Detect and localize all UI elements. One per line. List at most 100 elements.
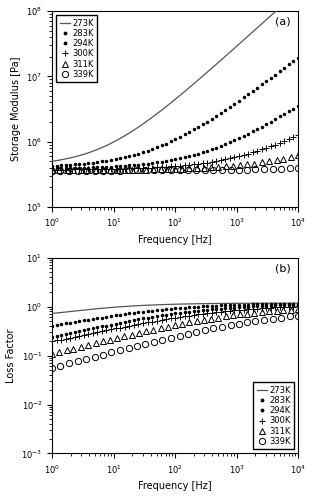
283K <box>296 55 300 61</box>
339K <box>178 332 182 338</box>
311K <box>245 162 249 167</box>
311K <box>115 335 119 341</box>
339K <box>58 167 62 173</box>
273K <box>51 158 55 164</box>
300K <box>110 166 113 172</box>
300K <box>269 143 273 149</box>
Y-axis label: Loss Factor: Loss Factor <box>6 329 16 383</box>
294K <box>269 119 273 125</box>
300K <box>296 132 300 138</box>
311K <box>188 166 191 171</box>
273K <box>50 311 54 317</box>
273K <box>197 77 200 83</box>
Legend: 273K, 283K, 294K, 300K, 311K, 339K: 273K, 283K, 294K, 300K, 311K, 339K <box>253 382 294 449</box>
294K <box>296 102 300 108</box>
339K <box>262 317 266 323</box>
311K <box>130 331 134 337</box>
311K <box>166 324 170 330</box>
294K <box>142 161 145 167</box>
311K <box>65 167 69 173</box>
339K <box>67 360 71 366</box>
Line: 294K: 294K <box>50 303 300 339</box>
273K <box>51 311 55 317</box>
339K <box>127 345 130 351</box>
339K <box>135 343 139 349</box>
339K <box>110 167 113 173</box>
300K <box>142 165 145 171</box>
311K <box>217 315 220 321</box>
311K <box>224 164 227 169</box>
311K <box>253 310 256 316</box>
311K <box>108 167 112 173</box>
339K <box>67 167 71 173</box>
294K <box>50 333 54 339</box>
300K <box>50 338 54 344</box>
Y-axis label: Storage Modulus [Pa]: Storage Modulus [Pa] <box>11 57 21 161</box>
339K <box>212 326 215 331</box>
311K <box>239 312 242 318</box>
339K <box>93 354 97 360</box>
300K <box>291 304 295 310</box>
311K <box>195 165 199 171</box>
273K <box>196 301 200 307</box>
294K <box>142 316 145 322</box>
311K <box>79 167 83 173</box>
283K <box>269 301 273 307</box>
300K <box>95 166 99 172</box>
339K <box>220 167 223 173</box>
311K <box>209 316 213 322</box>
Line: 339K: 339K <box>49 165 301 173</box>
311K <box>267 159 271 165</box>
339K <box>160 167 164 173</box>
273K <box>201 73 205 79</box>
339K <box>229 167 232 173</box>
339K <box>76 358 80 364</box>
339K <box>296 165 300 171</box>
311K <box>94 167 98 173</box>
311K <box>130 166 134 172</box>
300K <box>77 166 81 172</box>
Text: (a): (a) <box>275 17 291 27</box>
Legend: 273K, 283K, 294K, 300K, 311K, 339K: 273K, 283K, 294K, 300K, 311K, 339K <box>56 15 97 82</box>
283K <box>296 301 300 307</box>
311K <box>289 307 293 313</box>
339K <box>237 166 241 172</box>
339K <box>84 356 88 362</box>
339K <box>143 341 147 347</box>
311K <box>275 308 279 314</box>
311K <box>137 330 141 336</box>
283K <box>110 157 113 163</box>
311K <box>296 153 300 159</box>
273K <box>273 9 277 15</box>
339K <box>271 316 275 322</box>
273K <box>201 301 205 307</box>
339K <box>110 349 113 355</box>
294K <box>50 166 54 171</box>
339K <box>220 324 223 330</box>
Line: 311K: 311K <box>49 306 301 357</box>
339K <box>169 167 173 173</box>
339K <box>101 351 105 357</box>
339K <box>194 167 198 173</box>
339K <box>50 365 54 371</box>
311K <box>202 165 206 171</box>
273K <box>196 78 200 83</box>
273K <box>257 23 261 29</box>
Line: 273K: 273K <box>52 303 298 314</box>
273K <box>273 300 277 306</box>
339K <box>271 166 275 172</box>
339K <box>169 335 173 341</box>
Line: 339K: 339K <box>49 313 301 371</box>
311K <box>180 166 184 171</box>
283K <box>50 163 54 169</box>
283K <box>50 323 54 329</box>
311K <box>180 321 184 327</box>
339K <box>279 315 283 321</box>
311K <box>79 344 83 350</box>
294K <box>296 302 300 308</box>
339K <box>135 167 139 173</box>
339K <box>245 166 249 172</box>
339K <box>50 167 54 173</box>
339K <box>288 166 292 171</box>
311K <box>188 320 191 326</box>
